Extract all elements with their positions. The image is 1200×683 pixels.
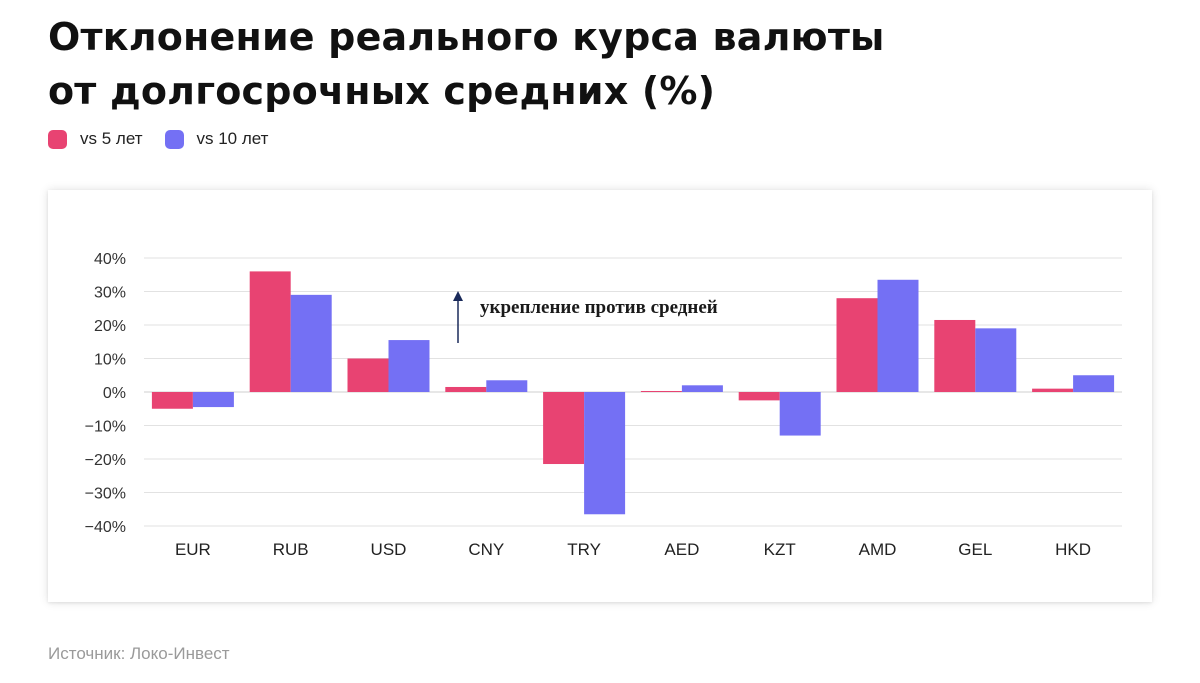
bar-10y-try bbox=[584, 392, 626, 515]
legend-item-10y: vs 10 лет bbox=[164, 129, 269, 149]
bar-10y-cny bbox=[486, 380, 528, 392]
bar-10y-kzt bbox=[779, 392, 821, 436]
annotation-arrow-head bbox=[453, 291, 463, 301]
y-tick-label: −10% bbox=[85, 419, 126, 436]
bar-5y-gel bbox=[934, 319, 976, 392]
annotation-text: укрепление против средней bbox=[480, 297, 718, 318]
y-tick-label: 30% bbox=[94, 285, 126, 302]
bar-10y-amd bbox=[877, 279, 919, 392]
x-tick-label: TRY bbox=[567, 540, 601, 559]
x-tick-label: EUR bbox=[175, 540, 211, 559]
bar-10y-hkd bbox=[1073, 375, 1115, 392]
chart-title-line-1: Отклонение реального курса валюты bbox=[48, 15, 885, 59]
bar-5y-eur bbox=[151, 392, 193, 409]
legend: vs 5 лет vs 10 лет bbox=[48, 126, 290, 152]
legend-swatch-5y bbox=[48, 129, 67, 149]
legend-swatch-10y bbox=[164, 129, 184, 149]
x-tick-label: CNY bbox=[468, 540, 504, 559]
y-tick-label: −30% bbox=[85, 486, 126, 503]
x-tick-label: KZT bbox=[764, 540, 796, 559]
x-tick-label: HKD bbox=[1055, 540, 1091, 559]
bar-10y-eur bbox=[192, 392, 234, 408]
bar-5y-try bbox=[543, 392, 585, 465]
bar-5y-rub bbox=[249, 271, 291, 392]
x-tick-label: AMD bbox=[859, 540, 897, 559]
y-tick-label: 0% bbox=[103, 385, 126, 402]
bar-10y-rub bbox=[290, 294, 332, 392]
bar-5y-hkd bbox=[1032, 388, 1074, 392]
legend-item-5y: vs 5 лет bbox=[48, 129, 143, 149]
x-tick-label: RUB bbox=[273, 540, 309, 559]
y-tick-label: 20% bbox=[94, 318, 126, 335]
chart-card: 40% 30% 20% 10% 0% −10% −20% −30% −40% EUR RUB USD C… bbox=[48, 190, 1152, 602]
bar-10y-gel bbox=[975, 328, 1017, 392]
y-tick-label: −20% bbox=[85, 452, 126, 469]
bar-chart: 40% 30% 20% 10% 0% −10% −20% −30% −40% EUR RUB USD C… bbox=[85, 251, 1122, 559]
bar-5y-usd bbox=[347, 358, 389, 392]
legend-label-10y: vs 10 лет bbox=[196, 129, 269, 148]
bar-5y-cny bbox=[445, 386, 487, 392]
chart-title: Отклонение реального курса валюты от дол… bbox=[48, 10, 1048, 118]
y-tick-label: 10% bbox=[94, 352, 126, 369]
x-tick-label: USD bbox=[371, 540, 407, 559]
bar-5y-aed bbox=[640, 390, 682, 392]
x-tick-label: AED bbox=[664, 540, 699, 559]
x-tick-label: GEL bbox=[958, 540, 992, 559]
y-tick-label: −40% bbox=[85, 519, 126, 536]
bar-5y-amd bbox=[836, 298, 878, 392]
bar-10y-aed bbox=[681, 385, 723, 392]
y-tick-label: 40% bbox=[94, 251, 126, 268]
chart-title-line-2: от долгосрочных средних (%) bbox=[48, 69, 716, 113]
source-note: Источник: Локо-Инвест bbox=[48, 644, 230, 663]
bar-5y-kzt bbox=[738, 392, 780, 401]
legend-label-5y: vs 5 лет bbox=[80, 129, 143, 148]
bar-10y-usd bbox=[388, 340, 430, 392]
